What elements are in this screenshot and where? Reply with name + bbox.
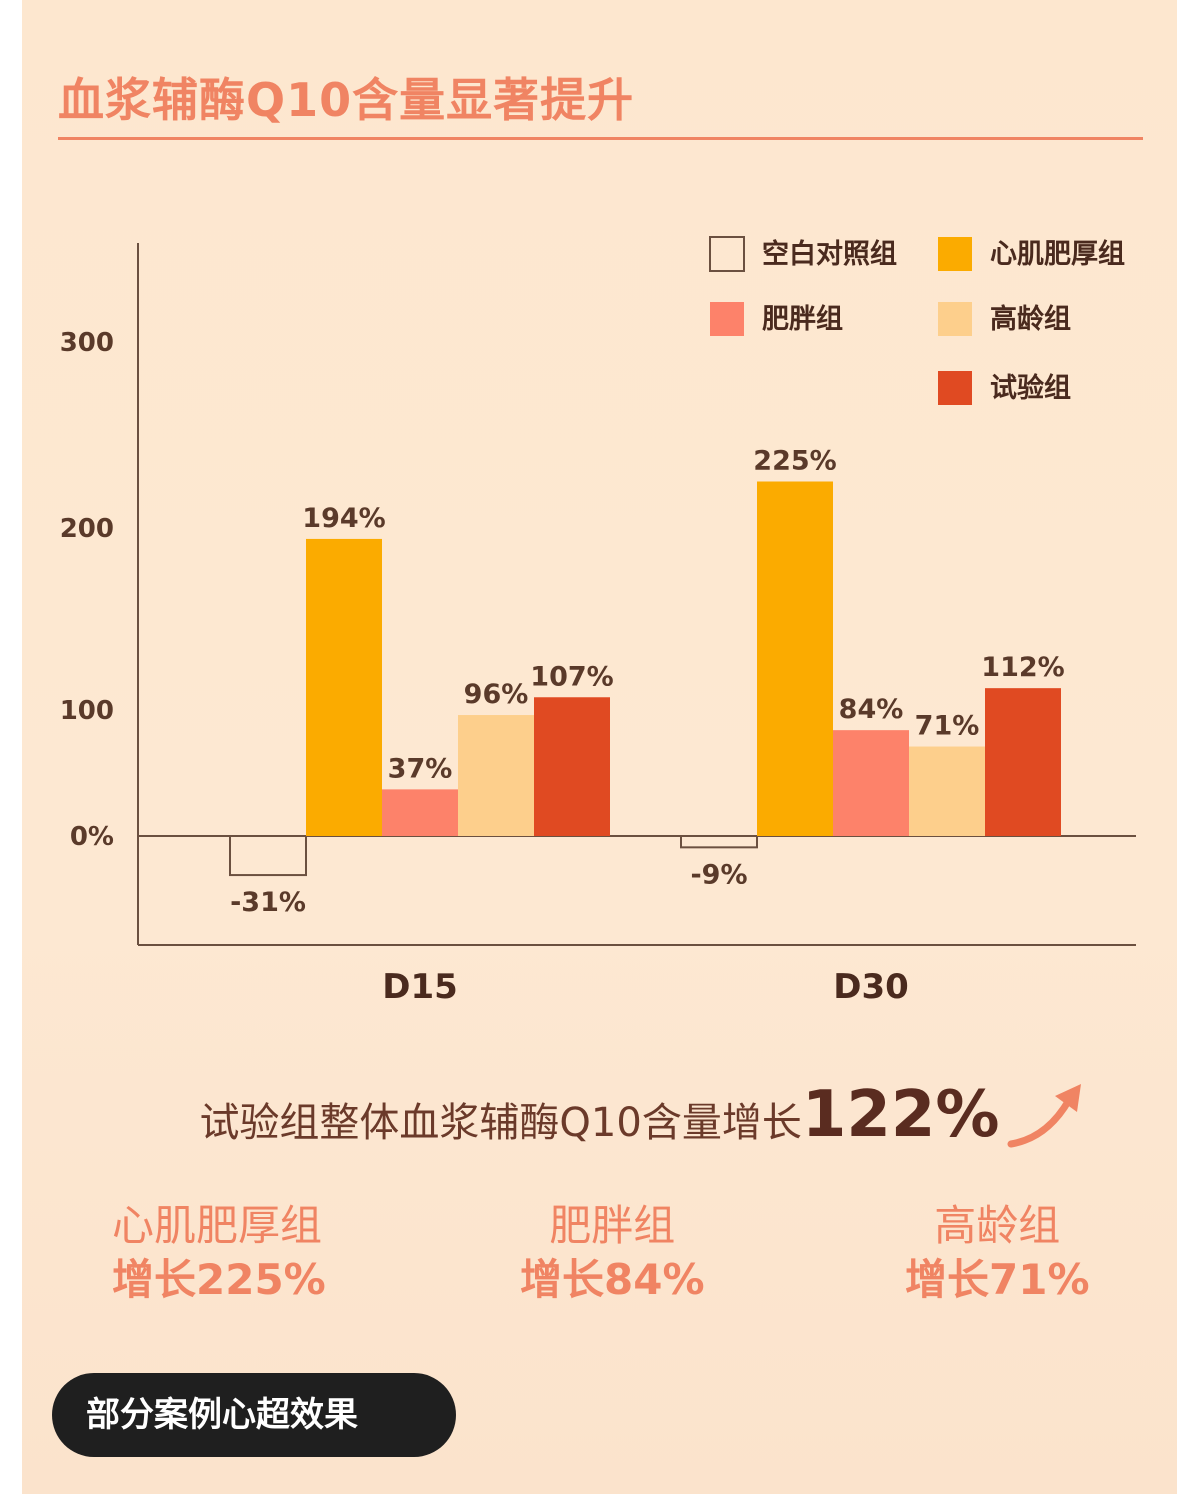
data-label: -9%	[690, 859, 747, 890]
summary-line: 试验组整体血浆辅酶Q10含量增长122%	[22, 1078, 1177, 1152]
stat-name: 肥胖组	[549, 1201, 676, 1250]
legend-label: 肥胖组	[762, 303, 843, 335]
page-title: 血浆辅酶Q10含量显著提升	[58, 73, 635, 127]
x-tick-label: D30	[833, 967, 909, 1007]
data-label: 225%	[753, 446, 836, 477]
stat-value: 增长225%	[112, 1255, 326, 1304]
bar-D15-空白对照组	[229, 835, 307, 877]
case-effect-button[interactable]: 部分案例心超效果	[52, 1373, 456, 1457]
bar-D30-空白对照组	[680, 835, 758, 849]
y-tick-label: 0%	[70, 822, 114, 852]
page: 血浆辅酶Q10含量显著提升 0% 100 200 300 -31% 194% 37% 96% 1…	[22, 0, 1177, 1494]
stat-name: 心肌肥厚组	[112, 1201, 323, 1250]
summary-text: 试验组整体血浆辅酶Q10含量增长	[199, 1100, 802, 1146]
stat-elderly: 高龄组 增长71%	[905, 1200, 1090, 1308]
y-tick-label: 300	[60, 328, 114, 358]
legend-label: 试验组	[990, 372, 1071, 404]
data-label: 37%	[388, 753, 453, 784]
data-label: -31%	[230, 887, 306, 918]
bar-D30-心肌肥厚组	[757, 481, 833, 836]
y-tick-label: 100	[60, 696, 114, 726]
data-label: 84%	[839, 694, 904, 725]
legend-swatch	[710, 302, 744, 336]
trend-arrow-icon	[1007, 1084, 1081, 1148]
data-label: 112%	[981, 652, 1064, 683]
bar-D15-试验组	[534, 697, 610, 836]
data-label: 194%	[302, 503, 385, 534]
legend-swatch	[938, 302, 972, 336]
data-label: 96%	[464, 679, 529, 710]
data-label: 107%	[530, 661, 613, 692]
data-label: 71%	[915, 711, 980, 742]
y-tick-label: 200	[60, 514, 114, 544]
bar-D15-心肌肥厚组	[306, 538, 382, 836]
bar-D15-肥胖组	[382, 789, 458, 836]
stat-name: 高龄组	[934, 1201, 1061, 1250]
legend-label: 心肌肥厚组	[990, 238, 1125, 270]
bar-D30-试验组	[985, 688, 1061, 836]
stat-value: 增长84%	[520, 1255, 705, 1304]
stat-obesity: 肥胖组 增长84%	[520, 1200, 705, 1308]
legend-label: 空白对照组	[762, 238, 897, 270]
legend-swatch	[938, 371, 972, 405]
stat-value: 增长71%	[905, 1255, 1090, 1304]
summary-highlight: 122%	[801, 1078, 1000, 1152]
x-tick-label: D15	[382, 967, 458, 1007]
bar-D30-肥胖组	[833, 730, 909, 836]
bar-chart: 0% 100 200 300 -31% 194% 37% 96%107% D15 -9% 225% 8…	[60, 236, 1136, 1007]
legend-label: 高龄组	[990, 303, 1071, 335]
title-divider	[58, 137, 1143, 140]
bar-D15-高龄组	[458, 715, 534, 836]
stat-hypertrophy: 心肌肥厚组 增长225%	[112, 1200, 326, 1308]
legend-swatch	[938, 237, 972, 271]
legend-swatch	[709, 236, 745, 272]
bar-D30-高龄组	[909, 746, 985, 836]
